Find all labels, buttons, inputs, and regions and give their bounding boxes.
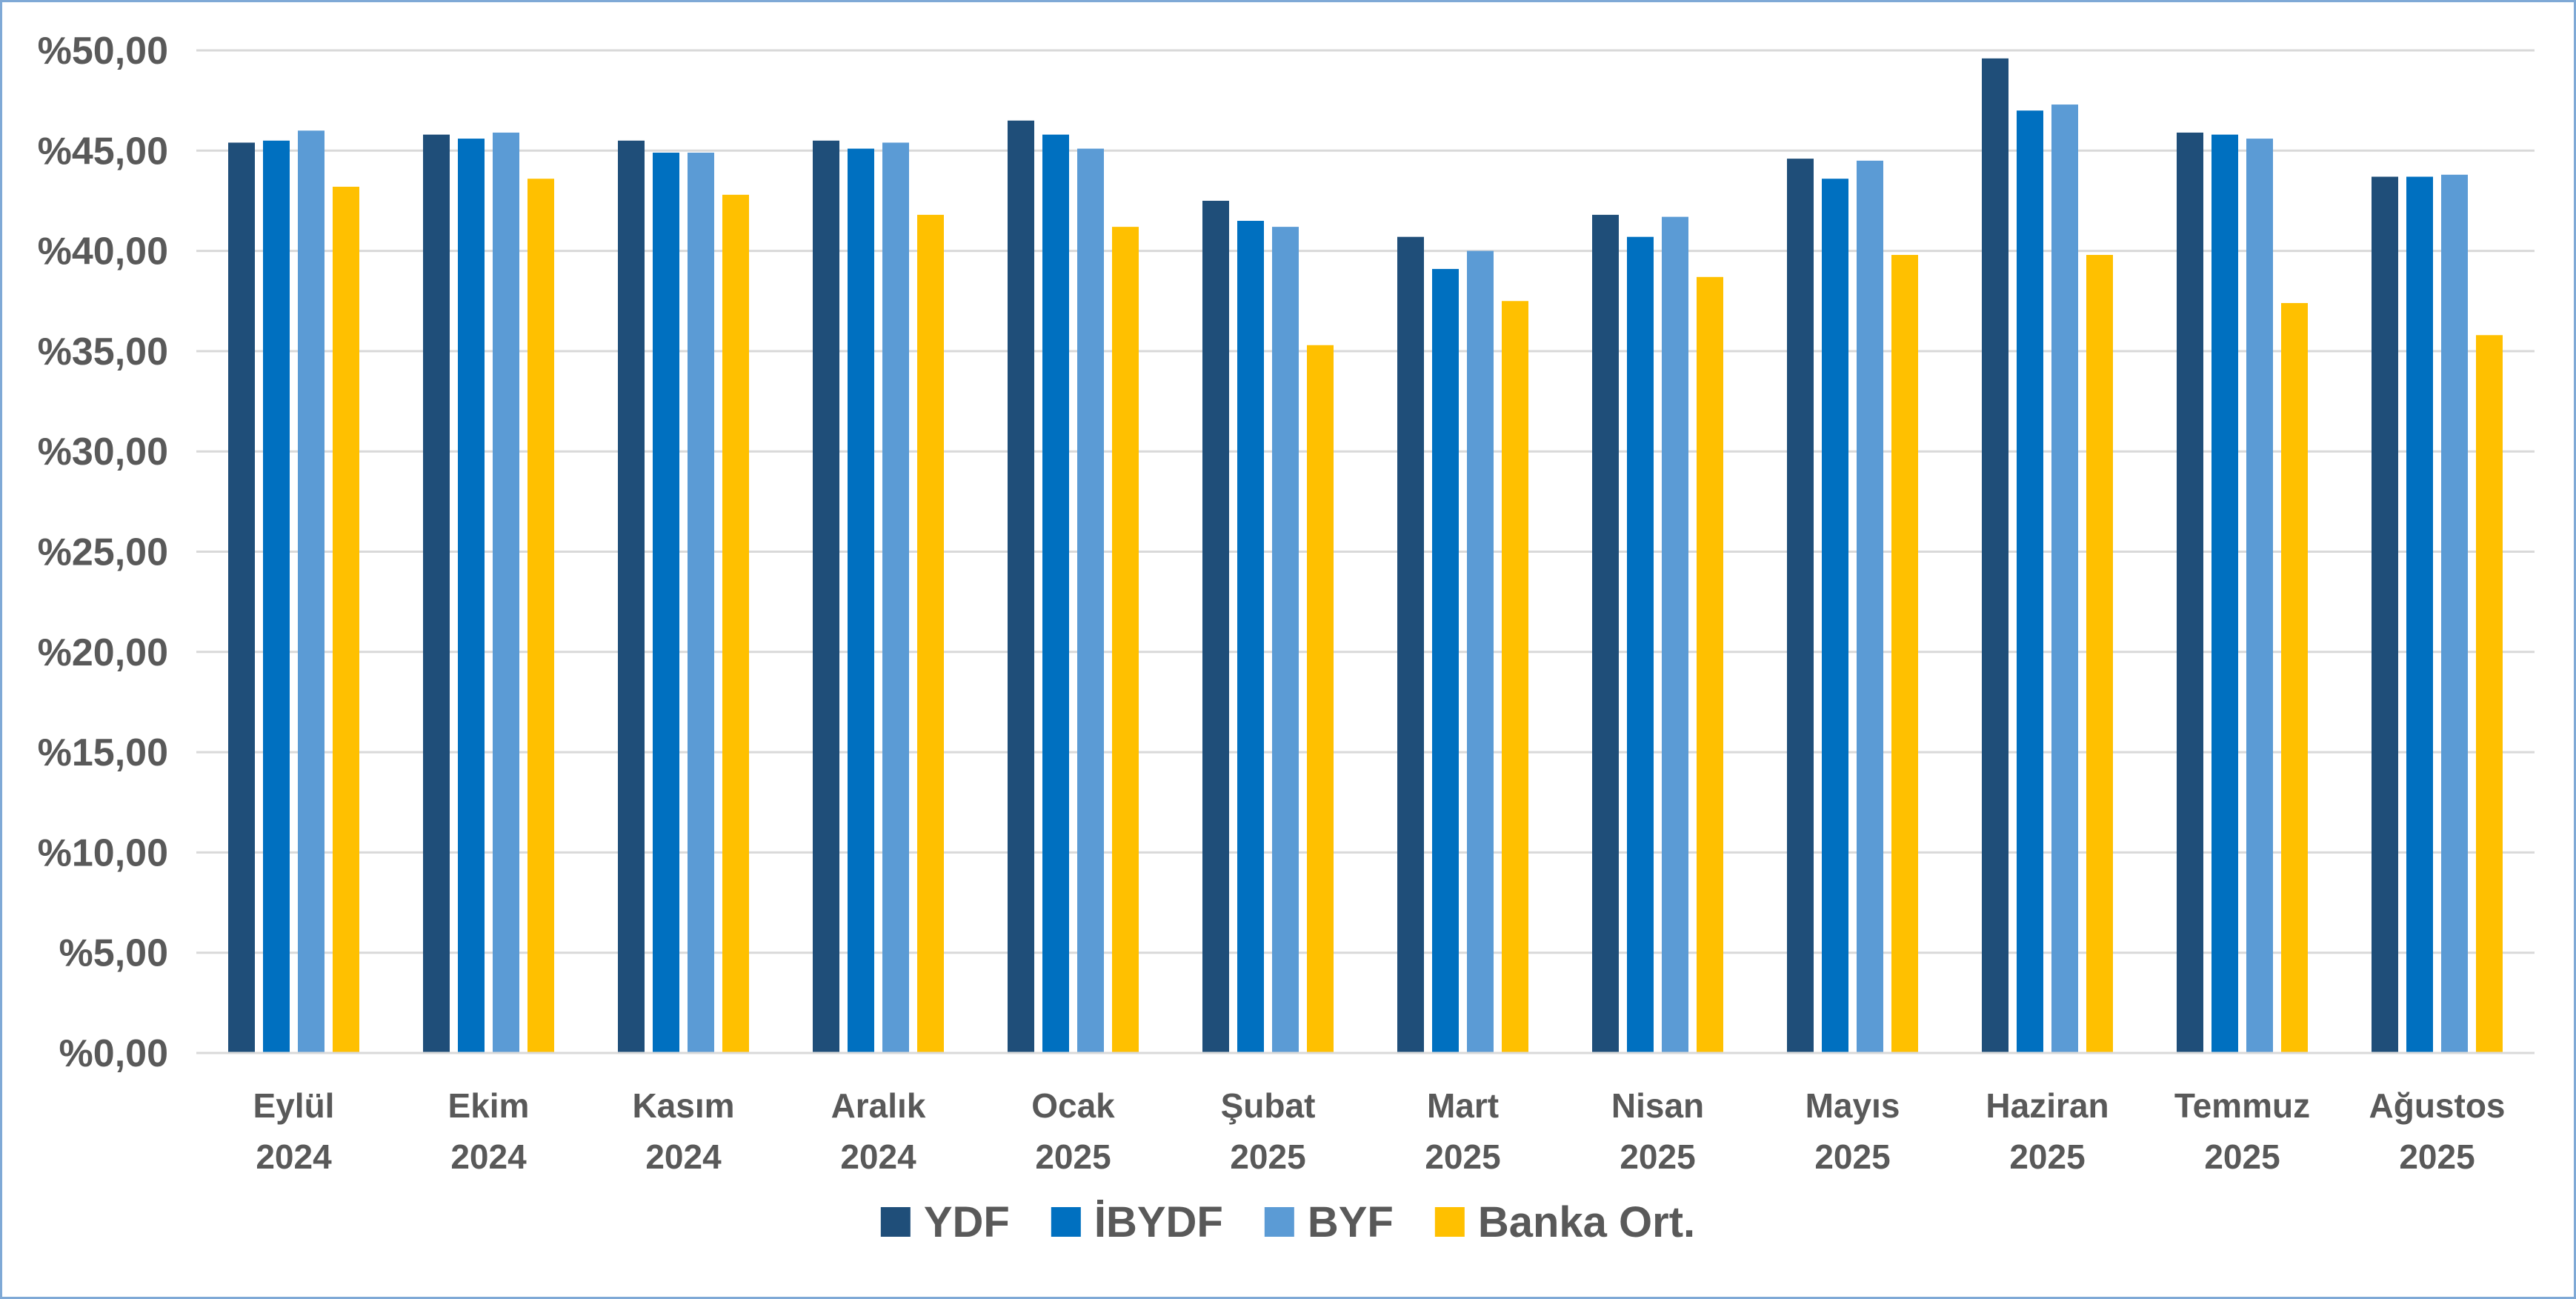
x-tick-label-year: 2025 <box>1814 1137 1890 1176</box>
bar <box>653 153 679 1054</box>
bar <box>1307 345 1334 1054</box>
bar <box>1857 160 1883 1054</box>
x-tick-label-month: Mayıs <box>1805 1086 1900 1125</box>
bar <box>1822 179 1848 1054</box>
bar <box>917 214 944 1054</box>
legend-label: BYF <box>1308 1198 1394 1246</box>
bar <box>1982 58 2008 1054</box>
bar <box>2441 174 2468 1054</box>
bar <box>1042 134 1069 1054</box>
x-tick-label-year: 2025 <box>1035 1137 1111 1176</box>
x-tick-label-month: Ocak <box>1031 1086 1115 1125</box>
x-tick-label-month: Mart <box>1427 1086 1499 1125</box>
x-tick-label-month: Eylül <box>253 1086 335 1125</box>
x-tick-label-year: 2025 <box>1425 1137 1500 1176</box>
y-tick-label: %45,00 <box>38 130 168 173</box>
legend-swatch <box>880 1207 911 1237</box>
bar <box>1697 276 1723 1053</box>
y-tick-label: %50,00 <box>38 30 168 73</box>
bar <box>493 132 519 1053</box>
bar <box>333 187 359 1053</box>
x-tick-label-year: 2025 <box>2399 1137 2475 1176</box>
bar <box>527 179 554 1054</box>
bar <box>298 130 325 1054</box>
bar <box>2017 110 2043 1054</box>
x-tick-label-month: Kasım <box>632 1086 734 1125</box>
bar <box>2372 176 2398 1053</box>
bar <box>458 139 485 1054</box>
legend: YDF İBYDF BYF Banka Ort. <box>880 1198 1695 1246</box>
bar <box>1627 236 1654 1054</box>
bar <box>722 194 749 1053</box>
bar <box>1787 159 1814 1053</box>
y-axis-tick-labels: %0,00 %5,00 %10,00 %15,00 %20,00 %25,00 %30,00… <box>38 30 168 1075</box>
y-tick-label: %20,00 <box>38 631 168 674</box>
y-tick-label: %10,00 <box>38 831 168 874</box>
bar <box>1592 214 1619 1054</box>
bar <box>1272 227 1299 1054</box>
bar <box>618 140 645 1053</box>
legend-label: YDF <box>924 1198 1010 1246</box>
y-tick-label: %25,00 <box>38 531 168 574</box>
x-tick-label-year: 2024 <box>256 1137 332 1176</box>
bar <box>2406 176 2433 1053</box>
bar <box>1202 200 1229 1054</box>
legend-label: Banka Ort. <box>1478 1198 1695 1246</box>
x-tick-label-month: Haziran <box>1986 1086 2109 1125</box>
x-tick-label-month: Nisan <box>1611 1086 1704 1125</box>
gridlines <box>196 49 2535 954</box>
bar <box>1397 236 1424 1054</box>
x-tick-label-year: 2025 <box>1620 1137 1695 1176</box>
bar <box>2051 104 2078 1053</box>
bar <box>1237 221 1264 1053</box>
y-tick-label: %15,00 <box>38 731 168 774</box>
x-tick-label-year: 2024 <box>645 1137 722 1176</box>
legend-swatch <box>1434 1207 1465 1237</box>
y-tick-label: %30,00 <box>38 431 168 474</box>
x-tick-label-year: 2025 <box>1230 1137 1305 1176</box>
bar <box>1112 227 1139 1054</box>
bar <box>2246 139 2273 1054</box>
x-tick-label-month: Aralık <box>831 1086 926 1125</box>
bar <box>263 140 290 1053</box>
x-tick-label-month: Temmuz <box>2174 1086 2310 1125</box>
legend-label: İBYDF <box>1094 1198 1223 1246</box>
bar <box>1502 301 1528 1053</box>
bar <box>848 148 874 1053</box>
legend-swatch <box>1264 1207 1294 1237</box>
y-tick-label: %35,00 <box>38 330 168 373</box>
x-tick-label-year: 2025 <box>2204 1137 2280 1176</box>
bar <box>1662 216 1688 1053</box>
x-tick-label-year: 2024 <box>450 1137 527 1176</box>
x-tick-label-month: Ekim <box>448 1086 530 1125</box>
x-tick-label-month: Şubat <box>1221 1086 1316 1125</box>
bars <box>228 58 2503 1054</box>
bar <box>2177 132 2203 1053</box>
bar <box>2211 134 2238 1054</box>
bar <box>1891 255 1918 1054</box>
bar <box>1077 148 1104 1053</box>
x-tick-label-year: 2025 <box>2009 1137 2085 1176</box>
x-axis-category-labels: Eylül 2024 Ekim 2024 Kasım 2024 Aralık 2024 Ocak… <box>253 1086 2506 1176</box>
y-tick-label: %5,00 <box>59 932 168 975</box>
bar <box>228 142 255 1054</box>
bar <box>2086 255 2113 1054</box>
bar <box>423 134 450 1054</box>
bar <box>813 140 839 1053</box>
y-tick-label: %0,00 <box>59 1032 168 1075</box>
x-tick-label-year: 2024 <box>840 1137 916 1176</box>
bar <box>1432 268 1459 1054</box>
bar <box>2476 335 2503 1053</box>
bar <box>2281 302 2308 1053</box>
bar <box>882 142 909 1054</box>
bar <box>1008 120 1034 1054</box>
x-tick-label-month: Ağustos <box>2369 1086 2506 1125</box>
y-tick-label: %40,00 <box>38 230 168 273</box>
bar <box>1467 250 1494 1054</box>
legend-swatch <box>1051 1207 1081 1237</box>
bar <box>688 153 714 1054</box>
